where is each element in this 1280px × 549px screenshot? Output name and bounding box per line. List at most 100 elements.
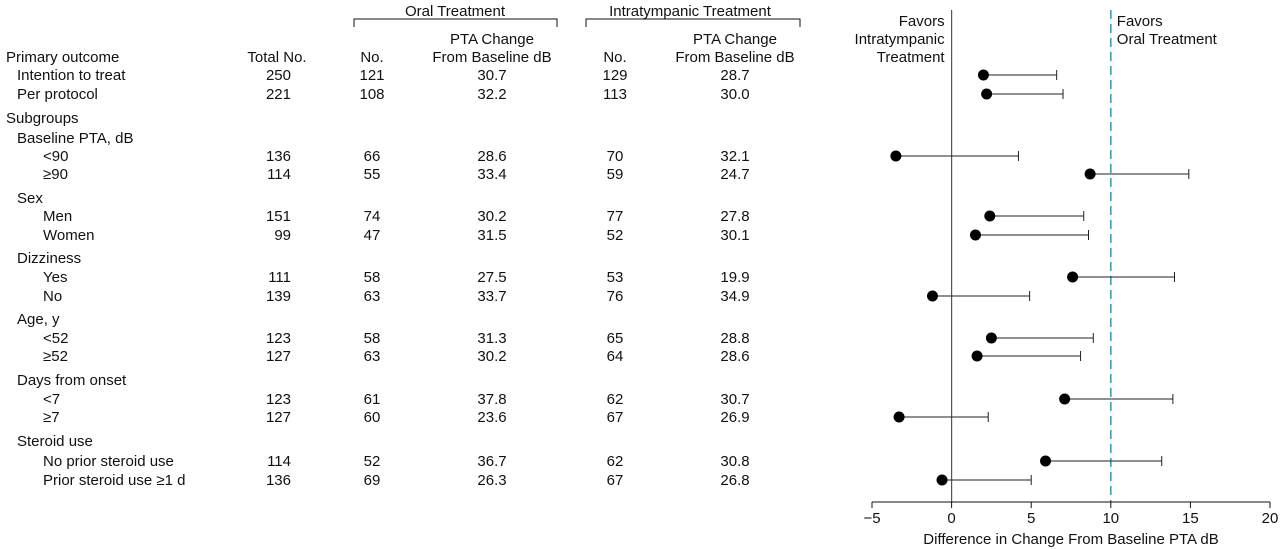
oral-pta-cell: 30.7 (477, 67, 506, 84)
x-tick-label: 10 (1102, 510, 1119, 527)
x-tick-label: 20 (1262, 510, 1279, 527)
it-pta-cell: 28.8 (720, 330, 749, 347)
point-estimate (985, 332, 997, 344)
oral-pta-cell: 33.4 (477, 166, 506, 183)
oral-pta-cell: 33.7 (477, 288, 506, 305)
row-label: ≥90 (43, 166, 68, 183)
oral-no-cell: 47 (364, 227, 381, 244)
point-estimate (977, 69, 989, 81)
oral-pta-cell: 26.3 (477, 472, 506, 489)
total-no-header: Total No. (247, 49, 306, 66)
section-label: Subgroups (6, 110, 79, 127)
section-label: Primary outcome (6, 49, 119, 66)
oral-pta-cell: 36.7 (477, 453, 506, 470)
oral-no-cell: 55 (364, 166, 381, 183)
row-label: <90 (43, 148, 68, 165)
x-tick-label: 15 (1182, 510, 1199, 527)
row-label: ≥7 (43, 409, 60, 426)
oral-treatment-bracket (353, 18, 558, 27)
point-estimate (936, 474, 948, 486)
oral-pta-cell: 32.2 (477, 86, 506, 103)
oral-pta-cell: 30.2 (477, 208, 506, 225)
point-estimate (893, 411, 905, 423)
favors-right-label: Oral Treatment (1117, 31, 1218, 48)
oral-pta-header-line2: From Baseline dB (432, 49, 551, 66)
point-estimate (981, 88, 993, 100)
point-estimate (1059, 393, 1071, 405)
favors-left-label: Intratympanic (855, 31, 946, 48)
oral-no-cell: 108 (359, 86, 384, 103)
total-no-cell: 127 (266, 409, 291, 426)
favors-left-label: Favors (899, 13, 945, 30)
x-tick-label: 0 (947, 510, 955, 527)
it-pta-cell: 24.7 (720, 166, 749, 183)
row-label: No (43, 288, 62, 305)
it-no-header: No. (603, 49, 626, 66)
it-pta-cell: 30.8 (720, 453, 749, 470)
x-tick-label: −5 (863, 510, 880, 527)
oral-no-cell: 69 (364, 472, 381, 489)
it-pta-cell: 27.8 (720, 208, 749, 225)
row-label: Intention to treat (17, 67, 126, 84)
it-pta-cell: 26.8 (720, 472, 749, 489)
oral-no-cell: 60 (364, 409, 381, 426)
row-label: <7 (43, 391, 60, 408)
row-label: Per protocol (17, 86, 98, 103)
point-estimate (971, 350, 983, 362)
it-pta-cell: 30.1 (720, 227, 749, 244)
oral-no-header: No. (360, 49, 383, 66)
oral-pta-header-line1: PTA Change (450, 31, 534, 48)
it-no-cell: 62 (607, 391, 624, 408)
it-pta-header-line1: PTA Change (693, 31, 777, 48)
row-label: Prior steroid use ≥1 d (43, 472, 185, 489)
total-no-cell: 127 (266, 348, 291, 365)
row-label: Yes (43, 269, 67, 286)
total-no-cell: 136 (266, 148, 291, 165)
oral-pta-cell: 31.3 (477, 330, 506, 347)
oral-pta-cell: 23.6 (477, 409, 506, 426)
total-no-cell: 250 (266, 67, 291, 84)
oral-no-cell: 52 (364, 453, 381, 470)
total-no-cell: 151 (266, 208, 291, 225)
oral-no-cell: 63 (364, 288, 381, 305)
subgroup-label: Sex (17, 190, 43, 207)
it-pta-cell: 34.9 (720, 288, 749, 305)
point-estimate (890, 150, 902, 162)
it-pta-cell: 30.7 (720, 391, 749, 408)
oral-no-cell: 58 (364, 269, 381, 286)
x-tick-label: 5 (1027, 510, 1035, 527)
it-no-cell: 70 (607, 148, 624, 165)
oral-no-cell: 121 (359, 67, 384, 84)
row-label: ≥52 (43, 348, 68, 365)
table-header: Oral Treatment Intratympanic Treatment T… (247, 3, 801, 66)
total-no-cell: 123 (266, 391, 291, 408)
it-no-cell: 76 (607, 288, 624, 305)
it-no-cell: 77 (607, 208, 624, 225)
it-no-cell: 64 (607, 348, 624, 365)
it-no-cell: 67 (607, 472, 624, 489)
it-pta-cell: 26.9 (720, 409, 749, 426)
favors-left-label: Treatment (877, 49, 946, 66)
total-no-cell: 114 (267, 453, 291, 470)
oral-no-cell: 61 (364, 391, 381, 408)
it-no-cell: 65 (607, 330, 624, 347)
point-estimate (984, 210, 996, 222)
oral-pta-cell: 30.2 (477, 348, 506, 365)
it-no-cell: 59 (607, 166, 624, 183)
total-no-cell: 123 (266, 330, 291, 347)
it-pta-cell: 30.0 (720, 86, 749, 103)
it-pta-cell: 28.6 (720, 348, 749, 365)
row-label: No prior steroid use (43, 453, 174, 470)
total-no-cell: 221 (266, 86, 291, 103)
point-estimate (969, 229, 981, 241)
oral-no-cell: 58 (364, 330, 381, 347)
row-label: <52 (43, 330, 68, 347)
point-estimate (926, 290, 938, 302)
it-no-cell: 53 (607, 269, 624, 286)
it-no-cell: 129 (602, 67, 627, 84)
oral-pta-cell: 37.8 (477, 391, 506, 408)
total-no-cell: 99 (274, 227, 291, 244)
point-estimate (1084, 168, 1096, 180)
